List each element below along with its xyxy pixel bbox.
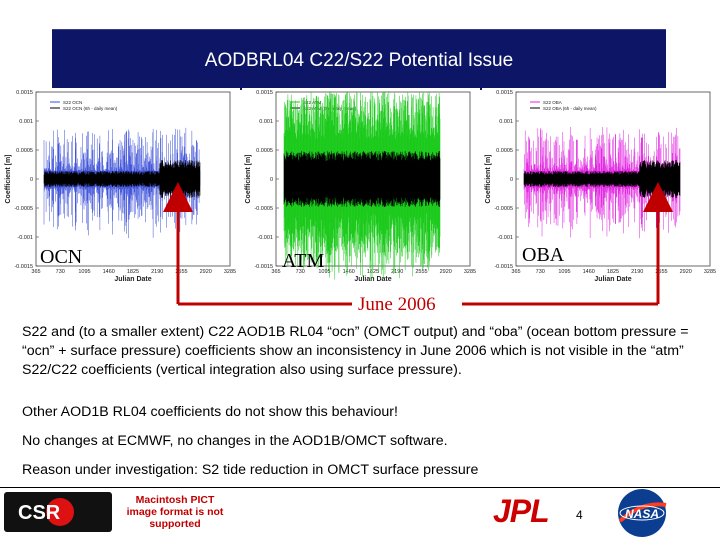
x-tick-label: 1460 [583, 269, 595, 275]
time-series-chart: 0.0015 0.001 0.0005 0 -0.0005 -0.001 -0.001536… [245, 90, 476, 283]
x-tick-label: 3285 [464, 269, 476, 275]
y-tick-label: 0.001 [19, 119, 33, 125]
x-tick-label: 730 [296, 269, 305, 275]
x-tick-label: 1460 [103, 269, 115, 275]
x-tick-label: 365 [511, 269, 520, 275]
series-daily-mean [43, 160, 201, 198]
nasa-logo: NASA [612, 487, 672, 544]
time-series-chart: 0.0015 0.001 0.0005 0 -0.0005 -0.001 -0.001536… [5, 90, 236, 283]
x-tick-label: 1095 [78, 269, 90, 275]
chart-panel-ocn: 0.0015 0.001 0.0005 0 -0.0005 -0.001 -0.0015 36… [2, 88, 240, 288]
x-axis-label: Julian Date [354, 276, 391, 283]
x-tick-label: 2920 [680, 269, 692, 275]
legend-entry: S22 OCN (6h - daily mean) [63, 106, 118, 111]
slide-title: AODBRL04 C22/S22 Potential Issue [204, 50, 514, 71]
y-tick-label: 0.0005 [16, 148, 33, 154]
x-tick-label: 2920 [200, 269, 212, 275]
x-tick-label: 365 [31, 269, 40, 275]
svg-text:NASA: NASA [625, 507, 659, 521]
slide-title-bar: AODBRL04 C22/S22 Potential Issue [52, 29, 666, 90]
footer-divider [0, 487, 720, 488]
y-tick-label: -0.0005 [14, 206, 33, 212]
y-tick-label: -0.001 [17, 235, 33, 241]
x-axis-label: Julian Date [594, 276, 631, 283]
y-axis-label: Coefficient [m] [5, 155, 12, 204]
x-tick-label: 730 [56, 269, 65, 275]
chart-panel-oba: 0.0015 0.001 0.0005 0 -0.0005 -0.001 -0.0015 36… [482, 88, 720, 288]
x-tick-label: 2190 [391, 269, 403, 275]
y-tick-label: 0.0015 [16, 90, 33, 96]
x-tick-label: 365 [271, 269, 280, 275]
y-tick-label: -0.0005 [254, 206, 273, 212]
x-tick-label: 2555 [415, 269, 427, 275]
legend-entry: S22 OBA (6h - daily mean) [543, 106, 597, 111]
x-tick-label: 2555 [175, 269, 187, 275]
chart-panel-atm: 0.0015 0.001 0.0005 0 -0.0005 -0.001 -0.0015 36… [242, 88, 480, 288]
panel-label-atm: ATM [282, 250, 325, 272]
x-tick-label: 730 [536, 269, 545, 275]
series-daily-mean [283, 151, 441, 207]
x-tick-label: 1825 [367, 269, 379, 275]
legend-entry: S22 OBA [543, 100, 562, 105]
x-tick-label: 3285 [224, 269, 236, 275]
x-tick-label: 2920 [440, 269, 452, 275]
page-number: 4 [576, 508, 583, 522]
y-tick-label: 0 [510, 177, 513, 183]
y-tick-label: -0.001 [497, 235, 513, 241]
x-axis-label: Julian Date [114, 276, 151, 283]
x-tick-label: 2190 [151, 269, 163, 275]
body-paragraph-2: Other AOD1B RL04 coefficients do not sho… [22, 404, 398, 420]
panel-label-oba: OBA [522, 244, 565, 266]
y-tick-label: -0.001 [257, 235, 273, 241]
pict-format-notice: Macintosh PICT image format is not suppo… [126, 494, 224, 530]
body-paragraph-1: S22 and (to a smaller extent) C22 AOD1B … [22, 324, 689, 378]
body-paragraph-4: Reason under investigation: S2 tide redu… [22, 462, 479, 478]
panel-label-ocn: OCN [40, 246, 83, 268]
y-tick-label: 0 [270, 177, 273, 183]
series-daily-mean [523, 160, 681, 198]
x-tick-label: 1825 [607, 269, 619, 275]
x-tick-label: 2190 [631, 269, 643, 275]
june-2006-label: June 2006 [358, 294, 436, 315]
y-tick-label: -0.0015 [14, 264, 33, 270]
y-tick-label: 0.0005 [256, 148, 273, 154]
x-tick-label: 1095 [558, 269, 570, 275]
y-axis-label: Coefficient [m] [485, 155, 492, 204]
csr-logo: CSR [4, 492, 112, 532]
y-tick-label: 0.001 [499, 119, 513, 125]
legend-entry: S22 OCN [63, 100, 82, 105]
june-2006-arrows [163, 182, 673, 306]
y-tick-label: 0.0015 [496, 90, 513, 96]
y-tick-label: -0.0005 [494, 206, 513, 212]
y-tick-label: -0.0015 [254, 264, 273, 270]
y-tick-label: 0.0005 [496, 148, 513, 154]
x-tick-label: 1460 [343, 269, 355, 275]
time-series-chart: 0.0015 0.001 0.0005 0 -0.0005 -0.001 -0.001536… [485, 90, 716, 283]
x-tick-label: 1095 [318, 269, 330, 275]
y-tick-label: 0 [30, 177, 33, 183]
jpl-logo: JPL [493, 493, 550, 529]
y-axis-label: Coefficient [m] [245, 155, 252, 204]
y-tick-label: -0.0015 [494, 264, 513, 270]
body-paragraph-3: No changes at ECMWF, no changes in the A… [22, 433, 448, 449]
x-tick-label: 3285 [704, 269, 716, 275]
x-tick-label: 1825 [127, 269, 139, 275]
y-tick-label: 0.0015 [256, 90, 273, 96]
y-tick-label: 0.001 [259, 119, 273, 125]
legend-entry: S22 ATM [303, 100, 321, 105]
x-tick-label: 2555 [655, 269, 667, 275]
svg-text:CSR: CSR [18, 502, 61, 524]
